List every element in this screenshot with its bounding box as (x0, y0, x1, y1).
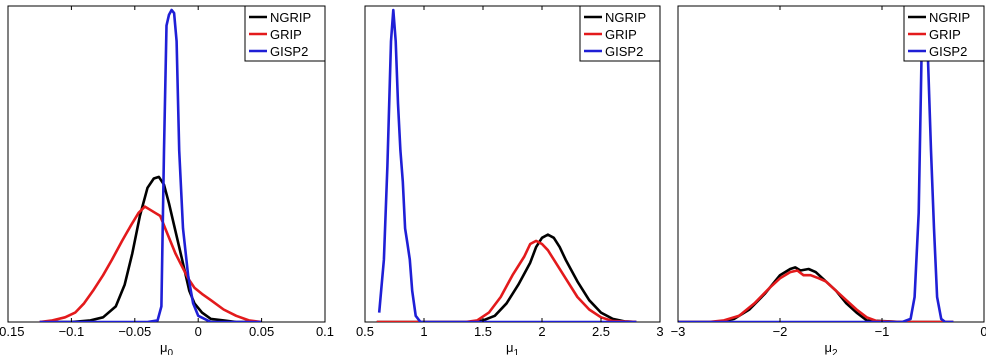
series-line-gisp2 (377, 8, 637, 322)
x-axis-label: μ0 (160, 340, 174, 355)
x-tick-label: −0.05 (118, 324, 151, 339)
x-tick-label: 0.5 (356, 324, 374, 339)
x-tick-label: 0 (980, 324, 986, 339)
panel-mu0: −0.15 −0.1 −0.05 0 0.05 0.1 μ0 NGRIP GRIP GISP2 (0, 5, 334, 355)
panel-mu2: −3 −2 −1 0 μ2 NGRIP GRIP GISP2 (671, 5, 986, 355)
series-line-ngrip (376, 233, 637, 322)
legend-label-grip: GRIP (929, 27, 961, 42)
legend: NGRIP GRIP GISP2 (579, 5, 661, 62)
x-axis-label-subscript: 2 (832, 348, 838, 355)
x-axis-label: μ2 (824, 340, 838, 355)
legend-label-grip: GRIP (270, 27, 302, 42)
x-tick-label: 1 (420, 324, 427, 339)
x-tick-label: 0.05 (249, 324, 274, 339)
series-line-grip (376, 239, 637, 322)
x-tick-label: −0.15 (0, 324, 24, 339)
legend-label-ngrip: NGRIP (929, 10, 970, 25)
legend-label-grip: GRIP (605, 27, 637, 42)
x-tick-label: 0.1 (316, 324, 334, 339)
series-line-gisp2 (39, 8, 262, 322)
x-axis-label-subscript: 0 (167, 348, 173, 355)
series-group (39, 8, 262, 322)
panel-mu1: 0.5 1 1.5 2 2.5 3 μ1 NGRIP GRIP GISP2 (356, 5, 664, 355)
series-group (376, 8, 637, 322)
x-tick-label: −3 (671, 324, 686, 339)
x-tick-label: 1.5 (474, 324, 492, 339)
legend-label-ngrip: NGRIP (270, 10, 311, 25)
legend-label-gisp2: GISP2 (929, 44, 967, 59)
x-axis-label-subscript: 1 (513, 348, 519, 355)
x-tick-label: 3 (656, 324, 663, 339)
x-tick-label: −1 (875, 324, 890, 339)
x-tick-label: 2.5 (592, 324, 610, 339)
x-tick-label: −0.1 (59, 324, 85, 339)
series-line-grip (39, 205, 262, 322)
x-tick-label: −2 (773, 324, 788, 339)
legend-label-gisp2: GISP2 (605, 44, 643, 59)
x-tick-label: 0 (195, 324, 202, 339)
legend-label-gisp2: GISP2 (270, 44, 308, 59)
legend: NGRIP GRIP GISP2 (903, 5, 985, 62)
series-line-grip (678, 269, 954, 322)
legend-label-ngrip: NGRIP (605, 10, 646, 25)
x-tick-label: 2 (538, 324, 545, 339)
x-axis-label: μ1 (506, 340, 520, 355)
legend: NGRIP GRIP GISP2 (244, 5, 326, 62)
